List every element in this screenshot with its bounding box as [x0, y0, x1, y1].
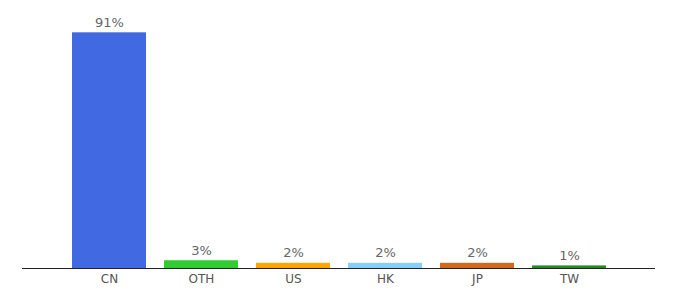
svg-text:JP: JP — [471, 272, 483, 286]
svg-text:HK: HK — [377, 272, 395, 286]
svg-text:2%: 2% — [467, 245, 488, 260]
svg-text:TW: TW — [559, 272, 579, 286]
svg-text:2%: 2% — [375, 245, 396, 260]
svg-text:CN: CN — [101, 272, 118, 286]
svg-text:91%: 91% — [95, 15, 124, 30]
svg-text:OTH: OTH — [189, 272, 215, 286]
svg-text:2%: 2% — [283, 245, 304, 260]
svg-text:US: US — [285, 272, 301, 286]
svg-text:3%: 3% — [191, 243, 212, 258]
svg-text:1%: 1% — [559, 248, 580, 263]
